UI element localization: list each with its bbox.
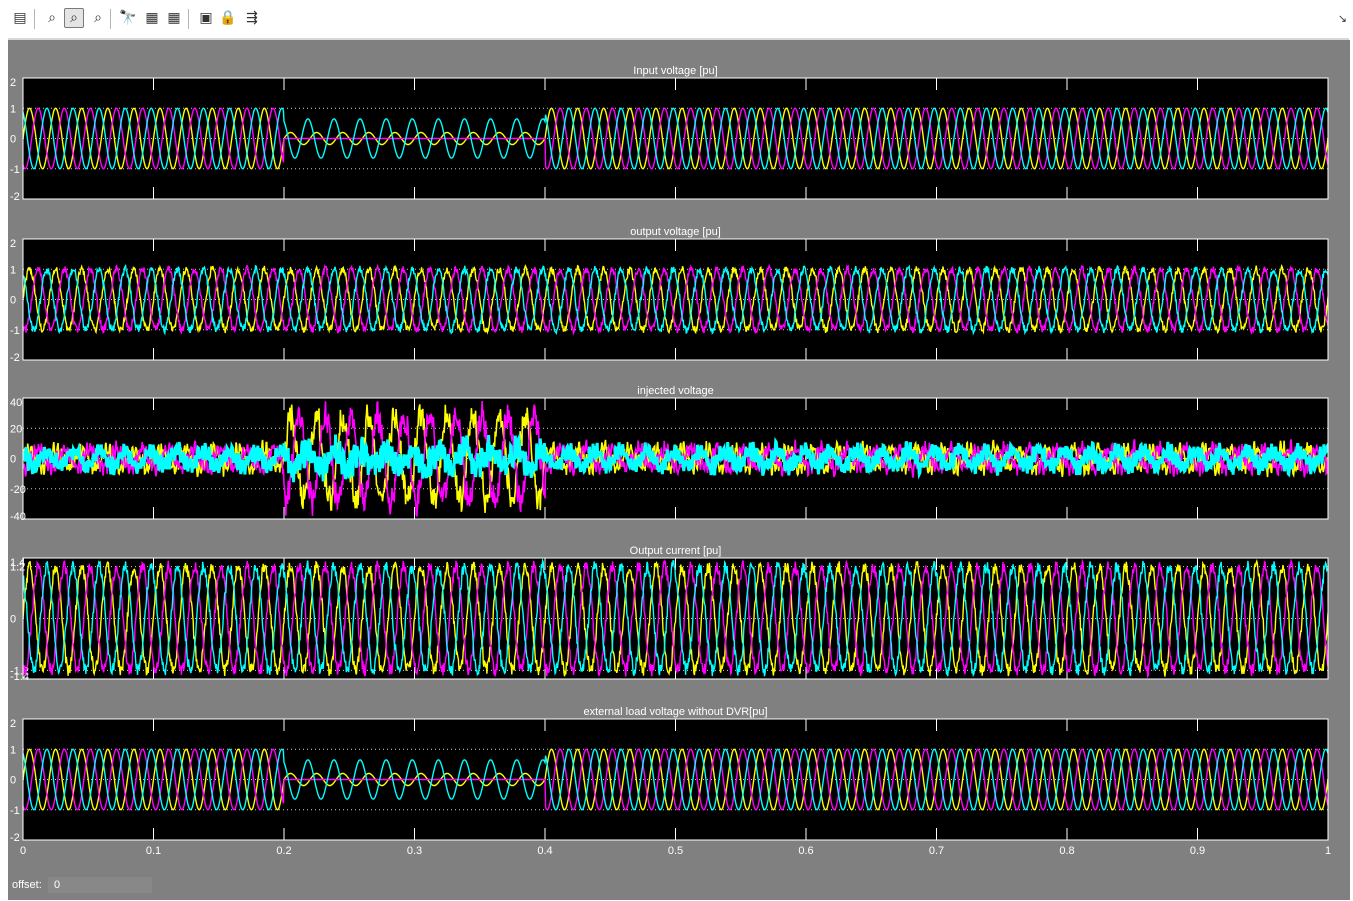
panel-title: Output current [pu] bbox=[630, 545, 722, 557]
series-line-phase-1 bbox=[23, 263, 1328, 335]
waveform-group bbox=[23, 558, 1328, 679]
waveform-group bbox=[23, 748, 1328, 811]
y-tick-label: -2 bbox=[10, 832, 20, 844]
x-tick-label: 0.2 bbox=[276, 845, 291, 857]
series-line-phase-3 bbox=[23, 432, 1328, 483]
signal-selection-icon[interactable]: ⇶ bbox=[246, 10, 258, 26]
x-tick-label: 0.1 bbox=[146, 845, 161, 857]
series-line-phase-3 bbox=[23, 107, 1328, 170]
series-line-phase-1 bbox=[23, 107, 1328, 170]
y-tick-label: 2 bbox=[10, 238, 16, 250]
y-tick-label: -40 bbox=[10, 511, 26, 523]
x-tick-label: 0.7 bbox=[929, 845, 944, 857]
lock-axes-icon[interactable]: 🔒 bbox=[219, 10, 237, 26]
y-tick-label: -1 bbox=[10, 805, 20, 817]
scope-panel-4: Output current [pu]1.41.20-1.2-1.4 bbox=[10, 545, 1329, 683]
scope-toolbar: ▤ ⌕ ⌕ ⌕ 🔭 ▦ ▦ ▣ 🔒 ⇶ ↘ bbox=[0, 0, 1353, 38]
x-tick-label: 0.4 bbox=[537, 845, 552, 857]
toolbar-separator bbox=[34, 9, 35, 29]
zoom-x-icon[interactable]: ⌕ bbox=[64, 8, 84, 28]
axes-frame bbox=[22, 557, 1329, 680]
series-line-phase-1 bbox=[23, 748, 1328, 811]
scope-figure: Input voltage [pu] 2 1 0 -1 -2 output voltage … bbox=[8, 40, 1350, 900]
y-tick-label: 2 bbox=[10, 718, 16, 730]
dock-arrow-icon[interactable]: ↘ bbox=[1337, 12, 1347, 25]
x-tick-label: 0.6 bbox=[798, 845, 813, 857]
scope-panel-3: injected voltage 40 20 0 -20 -40 bbox=[10, 385, 1329, 523]
toolbar-separator bbox=[110, 9, 111, 29]
panel-title: Input voltage [pu] bbox=[633, 65, 717, 77]
axes-frame bbox=[22, 238, 1329, 361]
y-tick-label: -1 bbox=[10, 325, 20, 337]
y-tick-label: 0 bbox=[10, 775, 16, 787]
offset-field[interactable]: 0 bbox=[48, 877, 152, 893]
y-tick-label: 1.4 bbox=[10, 557, 25, 569]
x-tick-label: 0.8 bbox=[1059, 845, 1074, 857]
series-line-phase-2 bbox=[23, 107, 1328, 170]
y-tick-label: 0 bbox=[10, 134, 16, 146]
x-tick-label: 0 bbox=[20, 845, 26, 857]
series-line-phase-3 bbox=[23, 748, 1328, 811]
series-line-phase-2 bbox=[23, 558, 1328, 679]
y-tick-label: 1 bbox=[10, 103, 16, 115]
save-axes-icon[interactable]: ▦ bbox=[145, 10, 159, 26]
y-tick-label: 1.2 bbox=[10, 562, 25, 574]
axes-frame bbox=[22, 718, 1329, 841]
x-tick-label: 0.9 bbox=[1190, 845, 1205, 857]
panel-title: injected voltage bbox=[637, 385, 713, 397]
toolbar-separator bbox=[188, 9, 189, 29]
series-line-phase-3 bbox=[23, 558, 1328, 678]
scope-panel-5: external load voltage without DVR[pu] 2 1 0… bbox=[10, 706, 1329, 844]
zoom-icon[interactable]: ⌕ bbox=[48, 10, 56, 26]
series-line-phase-3 bbox=[23, 263, 1328, 336]
series-line-phase-2 bbox=[23, 748, 1328, 811]
toolbar-divider bbox=[8, 38, 1349, 40]
zoom-y-icon[interactable]: ⌕ bbox=[94, 10, 102, 26]
series-line-phase-2 bbox=[23, 263, 1328, 336]
y-tick-label: 0 bbox=[10, 614, 16, 626]
series-line-phase-1 bbox=[23, 558, 1328, 677]
y-tick-label: -2 bbox=[10, 191, 20, 203]
y-tick-label: -20 bbox=[10, 484, 26, 496]
axes-frame bbox=[22, 77, 1329, 200]
y-tick-label: 1 bbox=[10, 744, 16, 756]
y-tick-label: 2 bbox=[10, 77, 16, 89]
autoscale-icon[interactable]: 🔭 bbox=[119, 10, 137, 26]
floating-scope-icon[interactable]: ▣ bbox=[199, 10, 213, 26]
y-tick-label: -1 bbox=[10, 164, 20, 176]
scope-panel-1: Input voltage [pu] 2 1 0 -1 -2 bbox=[10, 65, 1329, 203]
x-tick-label: 1 bbox=[1325, 845, 1331, 857]
x-tick-label: 0.3 bbox=[407, 845, 422, 857]
restore-axes-icon[interactable]: ▦ bbox=[167, 10, 181, 26]
waveform-group bbox=[23, 263, 1328, 336]
y-tick-label: -2 bbox=[10, 352, 20, 364]
y-tick-label: 20 bbox=[10, 423, 22, 435]
offset-label: offset: bbox=[12, 879, 42, 891]
scope-panel-2: output voltage [pu] 2 1 0 -1 -2 bbox=[10, 226, 1329, 364]
waveform-group bbox=[23, 400, 1328, 517]
y-tick-label: 0 bbox=[10, 454, 16, 466]
axes-frame bbox=[22, 397, 1329, 520]
y-tick-label: 1 bbox=[10, 264, 16, 276]
panel-title: output voltage [pu] bbox=[630, 226, 721, 238]
x-tick-label: 0.5 bbox=[668, 845, 683, 857]
y-tick-label: 40 bbox=[10, 397, 22, 409]
waveform-group bbox=[23, 107, 1328, 170]
y-tick-label: 0 bbox=[10, 295, 16, 307]
parameters-icon[interactable]: ▤ bbox=[13, 10, 27, 26]
panel-title: external load voltage without DVR[pu] bbox=[583, 706, 767, 718]
